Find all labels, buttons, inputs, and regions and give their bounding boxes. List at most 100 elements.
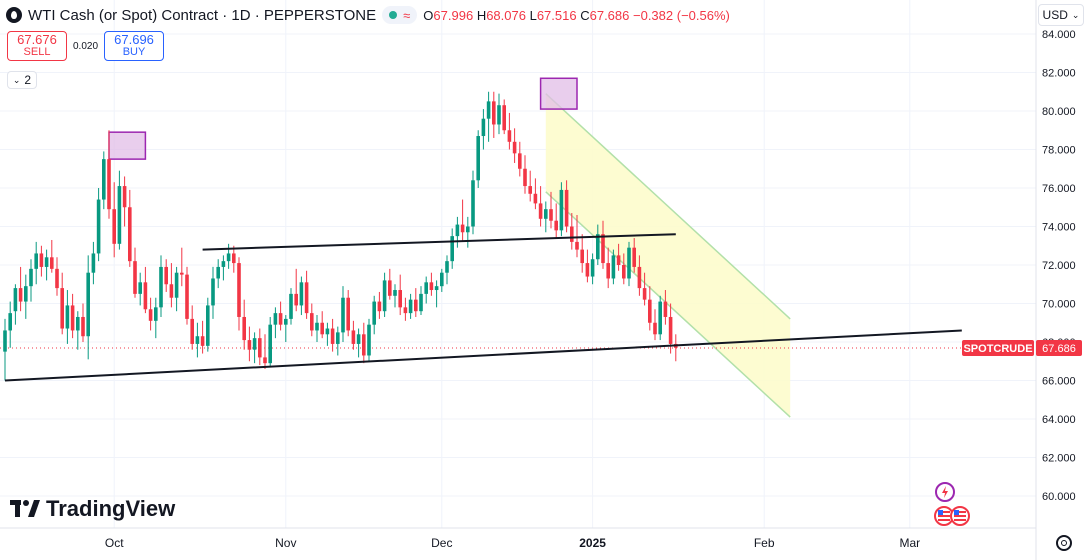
y-tick-label: 82.000 (1042, 68, 1076, 80)
support-trendline (4, 329, 962, 382)
candle (86, 272, 90, 337)
candle (518, 153, 522, 169)
candle (414, 299, 418, 312)
candle (216, 266, 220, 279)
candle (237, 263, 241, 317)
candle (226, 253, 231, 262)
candle (523, 168, 527, 187)
candle (476, 136, 480, 181)
candle (481, 118, 486, 137)
candle (372, 301, 376, 325)
candle (148, 309, 153, 321)
candle (315, 322, 319, 331)
x-tick-label: Feb (754, 536, 775, 550)
flag-stripe (938, 519, 950, 521)
sell-button[interactable]: 67.676 SELL (7, 31, 67, 61)
candle (601, 234, 605, 264)
candle (367, 324, 371, 356)
candle (486, 101, 491, 119)
indicator-count: 2 (24, 73, 32, 87)
currency-label: USD (1042, 8, 1068, 22)
candle (112, 209, 116, 244)
currency-selector[interactable]: USD ⌄ (1038, 4, 1084, 26)
candle (393, 290, 397, 296)
candle (570, 226, 574, 242)
tradingview-logo-icon (10, 500, 40, 517)
candle (55, 268, 59, 289)
market-status-pill[interactable]: ≈ (382, 6, 418, 24)
symbol-title[interactable]: WTI Cash (or Spot) Contract · 1D · PEPPE… (28, 6, 377, 24)
candle (133, 261, 137, 294)
candle (507, 130, 512, 142)
y-tick-label: 66.000 (1042, 376, 1076, 388)
candle (528, 186, 532, 194)
candle (76, 316, 80, 331)
flag-canton (954, 510, 959, 515)
candle (299, 282, 304, 306)
candle (434, 286, 439, 291)
candle (351, 330, 356, 344)
candle (419, 293, 423, 312)
candle (206, 305, 210, 346)
candle (471, 180, 475, 227)
candle (107, 159, 111, 210)
candle (24, 286, 28, 302)
candle (533, 193, 538, 204)
candle (310, 313, 314, 331)
candle (398, 290, 402, 308)
candle (284, 318, 288, 325)
candle (242, 316, 246, 341)
candle (122, 186, 127, 208)
candle (622, 265, 626, 279)
buy-button[interactable]: 67.696 BUY (104, 31, 165, 61)
candle (91, 253, 96, 273)
candle (330, 328, 335, 344)
flag-stripe (938, 511, 950, 513)
candle (221, 261, 226, 267)
tradingview-logo: TradingView (10, 496, 175, 522)
candle (268, 324, 272, 364)
candle (450, 236, 454, 262)
candle (164, 266, 168, 285)
wave-icon: ≈ (403, 7, 411, 23)
candle (336, 332, 340, 344)
candle (65, 305, 70, 329)
candle (185, 274, 189, 319)
candle (663, 301, 668, 317)
candle (60, 288, 64, 329)
last-price-tag (1036, 340, 1082, 357)
settings-icon[interactable] (1056, 535, 1072, 551)
candle (128, 207, 132, 262)
flag-stripe (938, 515, 950, 517)
candle (273, 313, 278, 325)
candle (81, 316, 85, 337)
x-tick-label: Oct (105, 536, 124, 550)
candle (460, 224, 465, 233)
candle (8, 313, 12, 331)
ohlc-values: O67.996 H68.076 L67.516 C67.686 −0.382 (… (423, 7, 730, 23)
candle (13, 288, 18, 312)
candle (549, 209, 553, 221)
candle (169, 284, 174, 298)
candle (190, 318, 194, 344)
candle (455, 224, 460, 237)
candle (377, 301, 382, 312)
flag-canton (938, 510, 943, 515)
indicators-toggle[interactable]: ⌄ 2 (7, 71, 37, 89)
x-tick-label: Nov (275, 536, 296, 550)
candle (96, 199, 101, 254)
candle (653, 322, 657, 335)
candle (18, 288, 23, 302)
candle (575, 241, 579, 250)
candle (278, 313, 283, 325)
candle (356, 334, 361, 344)
candle (429, 282, 434, 291)
resistance-trendline (202, 233, 676, 251)
candle (538, 203, 543, 219)
lightning-glyph (942, 486, 948, 498)
candle (211, 278, 215, 306)
candle (632, 247, 636, 267)
candle (616, 255, 621, 265)
candle (564, 189, 569, 227)
